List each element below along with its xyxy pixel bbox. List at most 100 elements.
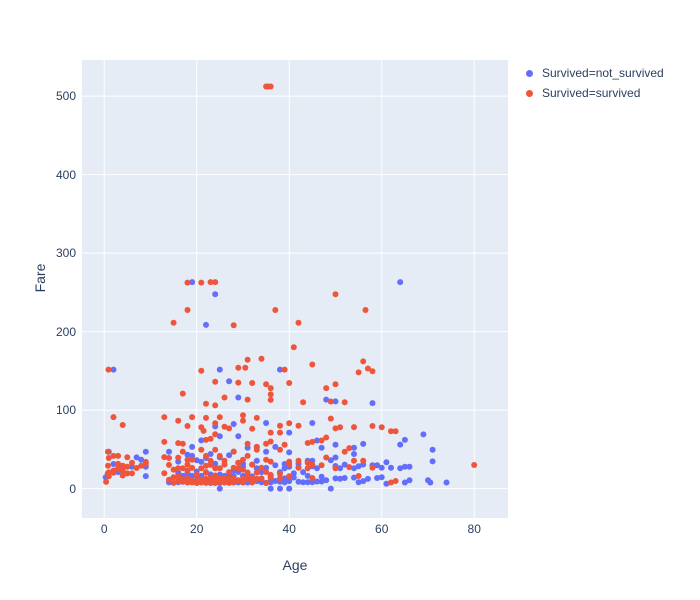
scatter-point[interactable]	[314, 465, 320, 472]
scatter-point[interactable]	[471, 462, 478, 468]
scatter-point[interactable]	[235, 477, 242, 484]
scatter-point[interactable]	[263, 469, 270, 475]
legend-item-survived[interactable]: Survived=survived	[526, 83, 664, 103]
scatter-point[interactable]	[304, 465, 311, 472]
scatter-point[interactable]	[175, 417, 182, 424]
scatter-point[interactable]	[346, 445, 353, 452]
scatter-point[interactable]	[230, 322, 237, 329]
scatter-point[interactable]	[212, 431, 219, 438]
scatter-point[interactable]	[235, 465, 242, 472]
scatter-point[interactable]	[277, 446, 283, 453]
scatter-point[interactable]	[392, 428, 399, 435]
scatter-point[interactable]	[166, 461, 172, 468]
scatter-point[interactable]	[267, 391, 274, 398]
scatter-point[interactable]	[332, 291, 339, 298]
scatter-point[interactable]	[175, 454, 182, 461]
scatter-point[interactable]	[203, 479, 209, 486]
scatter-point[interactable]	[332, 441, 339, 448]
scatter-point[interactable]	[323, 477, 330, 484]
scatter-point[interactable]	[309, 361, 316, 368]
scatter-point[interactable]	[309, 475, 316, 481]
scatter-point[interactable]	[124, 463, 131, 470]
scatter-point[interactable]	[267, 479, 274, 486]
scatter-point[interactable]	[198, 367, 205, 374]
scatter-point[interactable]	[383, 480, 390, 487]
scatter-point[interactable]	[203, 452, 209, 459]
scatter-point[interactable]	[189, 443, 196, 450]
legend-item-not-survived[interactable]: Survived=not_survived	[526, 63, 664, 83]
scatter-point[interactable]	[341, 475, 348, 481]
scatter-point[interactable]	[184, 479, 191, 486]
scatter-point[interactable]	[318, 462, 325, 469]
scatter-point[interactable]	[240, 417, 246, 424]
scatter-point[interactable]	[318, 444, 325, 451]
scatter-point[interactable]	[323, 454, 330, 461]
scatter-point[interactable]	[309, 461, 316, 468]
scatter-point[interactable]	[362, 307, 369, 313]
scatter-point[interactable]	[327, 398, 334, 405]
scatter-point[interactable]	[397, 279, 404, 286]
scatter-point[interactable]	[388, 479, 394, 486]
scatter-point[interactable]	[327, 415, 334, 422]
scatter-point[interactable]	[281, 465, 288, 472]
scatter-point[interactable]	[277, 429, 283, 436]
scatter-point[interactable]	[267, 396, 274, 403]
scatter-point[interactable]	[198, 437, 205, 444]
scatter-point[interactable]	[364, 365, 371, 372]
scatter-point[interactable]	[267, 458, 274, 465]
scatter-point[interactable]	[207, 474, 214, 481]
scatter-point[interactable]	[184, 307, 191, 313]
scatter-point[interactable]	[235, 433, 242, 440]
scatter-point[interactable]	[184, 461, 191, 468]
scatter-point[interactable]	[397, 465, 404, 472]
scatter-point[interactable]	[115, 465, 122, 472]
scatter-point[interactable]	[166, 455, 172, 461]
scatter-point[interactable]	[175, 478, 182, 485]
scatter-point[interactable]	[286, 429, 293, 436]
scatter-point[interactable]	[193, 457, 200, 464]
scatter-point[interactable]	[221, 479, 228, 486]
scatter-point[interactable]	[193, 479, 200, 486]
scatter-point[interactable]	[249, 475, 256, 481]
scatter-point[interactable]	[203, 400, 209, 407]
scatter-point[interactable]	[212, 420, 219, 427]
scatter-point[interactable]	[323, 385, 330, 392]
scatter-point[interactable]	[263, 479, 270, 486]
scatter-point[interactable]	[304, 459, 311, 466]
scatter-point[interactable]	[267, 438, 274, 445]
scatter-point[interactable]	[240, 412, 246, 419]
scatter-point[interactable]	[369, 368, 376, 375]
scatter-point[interactable]	[332, 398, 339, 405]
scatter-point[interactable]	[355, 369, 362, 376]
scatter-point[interactable]	[240, 456, 246, 463]
scatter-point[interactable]	[337, 465, 344, 472]
scatter-point[interactable]	[263, 456, 270, 463]
scatter-point[interactable]	[240, 479, 246, 486]
scatter-point[interactable]	[374, 462, 381, 469]
scatter-point[interactable]	[189, 479, 196, 486]
scatter-point[interactable]	[161, 414, 168, 421]
scatter-point[interactable]	[142, 448, 149, 455]
scatter-point[interactable]	[244, 475, 251, 482]
scatter-point[interactable]	[230, 448, 237, 455]
scatter-point[interactable]	[104, 448, 111, 455]
scatter-point[interactable]	[244, 356, 251, 363]
scatter-point[interactable]	[304, 440, 311, 446]
scatter-point[interactable]	[341, 399, 348, 406]
scatter-point[interactable]	[244, 479, 251, 486]
scatter-point[interactable]	[221, 461, 228, 468]
scatter-point[interactable]	[244, 396, 251, 403]
scatter-point[interactable]	[207, 435, 214, 442]
scatter-point[interactable]	[216, 485, 223, 492]
scatter-point[interactable]	[161, 470, 168, 477]
scatter-point[interactable]	[267, 429, 274, 436]
scatter-point[interactable]	[378, 464, 385, 471]
scatter-point[interactable]	[406, 477, 413, 484]
scatter-point[interactable]	[110, 461, 117, 467]
scatter-point[interactable]	[420, 431, 427, 438]
scatter-point[interactable]	[200, 427, 207, 434]
scatter-point[interactable]	[290, 344, 297, 351]
scatter-point[interactable]	[369, 464, 376, 471]
scatter-point[interactable]	[443, 479, 450, 486]
scatter-point[interactable]	[179, 465, 186, 472]
